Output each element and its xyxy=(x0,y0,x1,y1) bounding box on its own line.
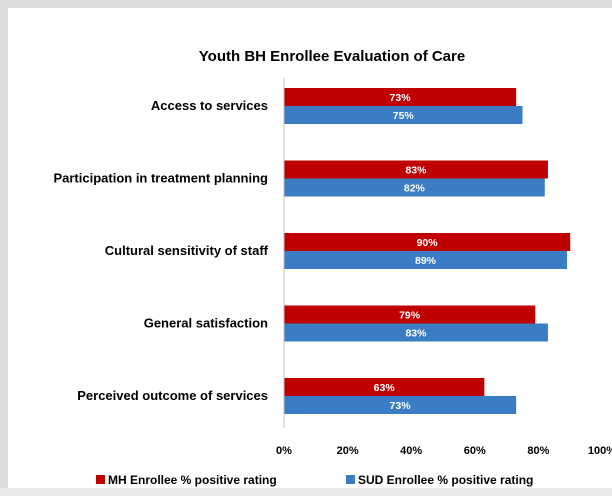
mh-bar xyxy=(284,160,548,179)
category-label: General satisfaction xyxy=(144,316,268,331)
mh-data-label: 73% xyxy=(390,92,412,104)
x-tick-label: 80% xyxy=(527,445,549,457)
x-tick-label: 20% xyxy=(337,445,359,457)
mh-bar xyxy=(284,378,485,396)
mh-bar xyxy=(284,88,517,106)
sud-legend-swatch xyxy=(346,475,355,484)
mh-data-label: 79% xyxy=(399,310,421,322)
mh-data-label: 90% xyxy=(417,237,439,249)
x-tick-label: 100% xyxy=(588,445,612,457)
sud-data-label: 83% xyxy=(405,328,427,340)
x-axis-ticks: 0% 20% 40% 60% 80% 100% xyxy=(276,445,612,457)
mh-bar xyxy=(284,233,571,251)
category-label: Perceived outcome of services xyxy=(77,388,268,403)
sud-data-label: 89% xyxy=(415,255,437,267)
sud-data-label: 73% xyxy=(390,400,412,412)
mh-data-label: 83% xyxy=(405,165,427,177)
x-tick-label: 40% xyxy=(400,445,422,457)
category-label: Access to services xyxy=(151,98,268,113)
sud-data-label: 75% xyxy=(393,110,415,122)
legend: MH Enrollee % positive rating SUD Enrolle… xyxy=(96,473,533,487)
category-label: Participation in treatment planning xyxy=(53,171,268,186)
sud-bar xyxy=(284,178,545,197)
chart-title: Youth BH Enrollee Evaluation of Care xyxy=(199,48,465,65)
mh-bar xyxy=(284,305,536,324)
bars: 73% 75% 83% 82% 90% 89% 79% 83% 63% 73% xyxy=(284,88,571,414)
category-labels: Access to services Participation in treat… xyxy=(53,98,268,403)
sud-data-label: 82% xyxy=(404,183,426,195)
sud-bar xyxy=(284,251,568,269)
sud-legend-label: SUD Enrollee % positive rating xyxy=(358,473,533,487)
category-label: Cultural sensitivity of staff xyxy=(105,243,269,258)
sud-bar xyxy=(284,396,517,414)
mh-legend-swatch xyxy=(96,475,105,484)
sud-bar xyxy=(284,323,548,342)
sud-bar xyxy=(284,106,523,124)
x-tick-label: 60% xyxy=(464,445,486,457)
mh-data-label: 63% xyxy=(374,382,396,394)
x-tick-label: 0% xyxy=(276,445,292,457)
mh-legend-label: MH Enrollee % positive rating xyxy=(108,473,277,487)
bar-chart: Youth BH Enrollee Evaluation of Care Acc… xyxy=(53,48,612,487)
